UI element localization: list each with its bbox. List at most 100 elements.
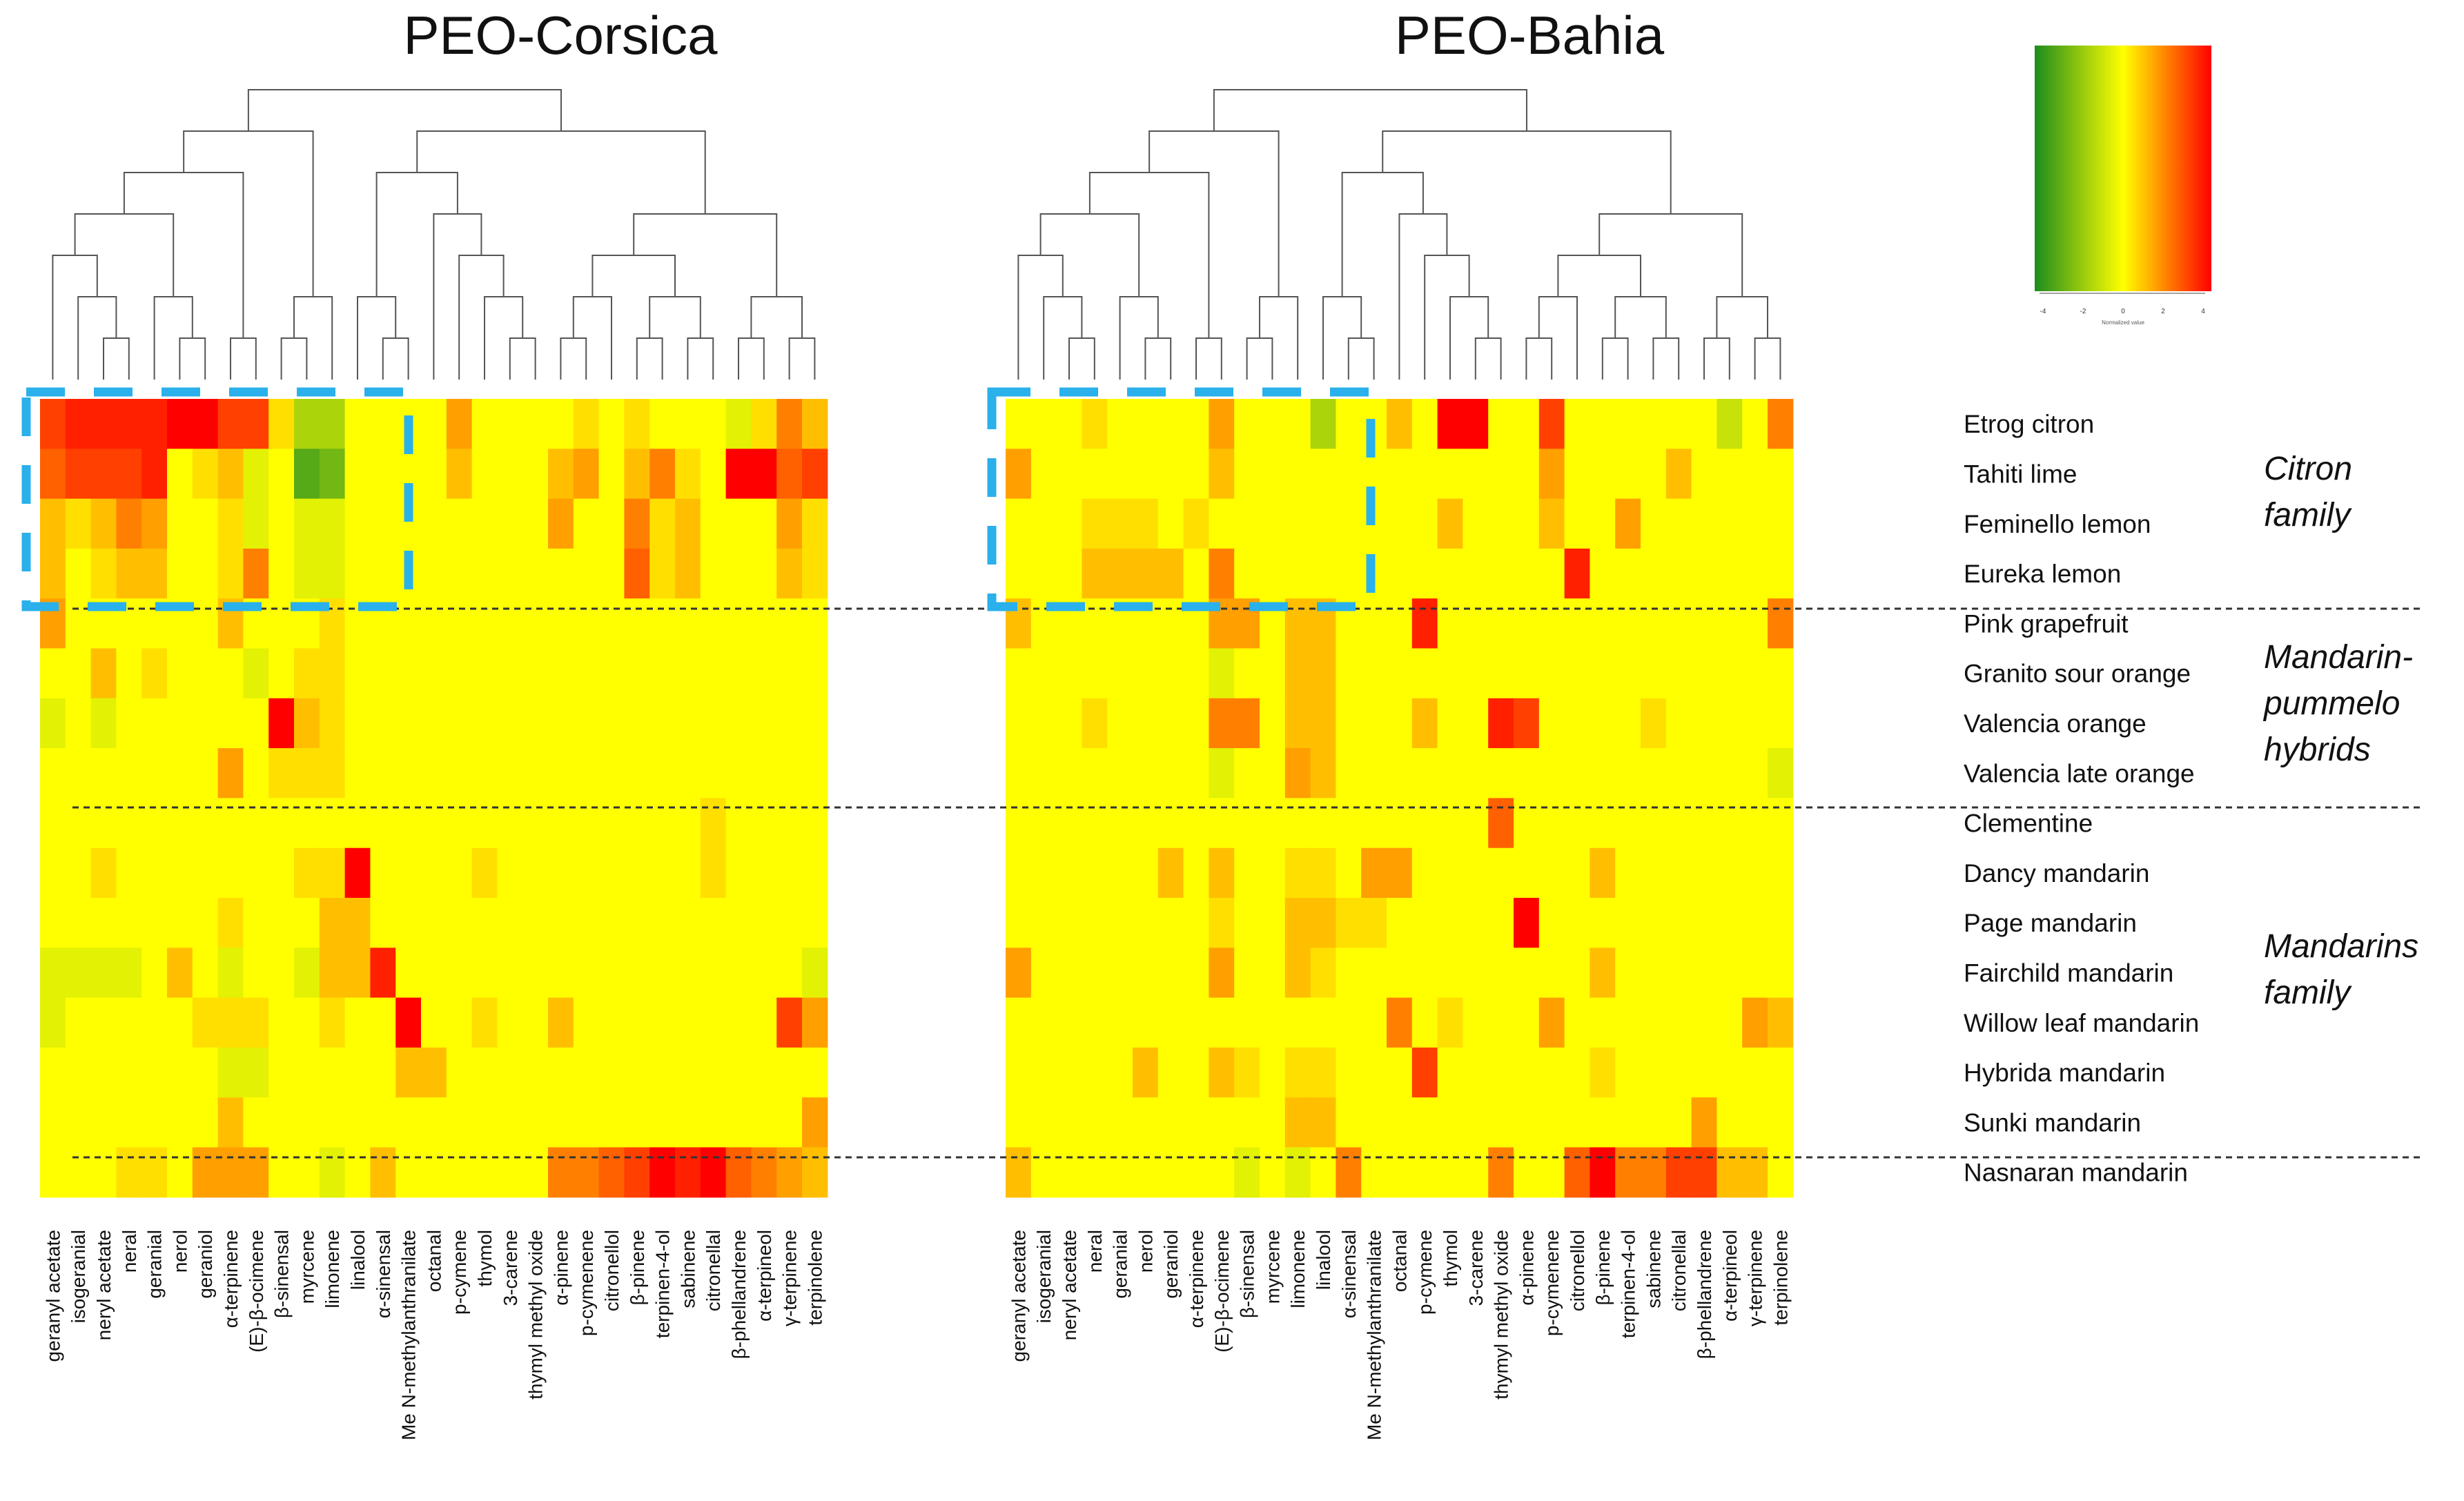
heatmap-cell-bahia-r5-c17	[1437, 648, 1463, 699]
heatmap-cell-bahia-r12-c28	[1717, 997, 1743, 1048]
dendrogram-branch-bahia-23	[1557, 255, 1641, 297]
heatmap-cell-bahia-r15-c2	[1056, 1147, 1082, 1198]
heatmap-cell-corsica-r6-c22	[598, 698, 625, 749]
heatmap-cell-bahia-r11-c28	[1717, 948, 1743, 999]
heatmap-cell-corsica-r8-c15	[421, 798, 447, 849]
heatmap-cell-corsica-r10-c7	[217, 898, 244, 948]
heatmap-cell-corsica-r3-c1	[65, 548, 92, 599]
heatmap-cell-bahia-r3-c18	[1463, 548, 1489, 599]
heatmap-cell-corsica-r2-c5	[167, 498, 193, 549]
heatmap-cell-corsica-r15-c11	[319, 1147, 346, 1198]
heatmap-cell-corsica-r14-c30	[802, 1097, 828, 1148]
heatmap-cell-corsica-r1-c12	[344, 449, 371, 500]
heatmap-cell-bahia-r2-c20	[1514, 498, 1540, 549]
heatmap-cell-bahia-r6-c1	[1030, 698, 1057, 749]
heatmap-cell-corsica-r2-c3	[116, 498, 142, 549]
row-labels: Etrog citron Tahiti lime Feminello lemon Eu…	[1964, 410, 2199, 1187]
heatmap-cell-corsica-r2-c15	[421, 498, 447, 549]
dendrogram-branch-bahia-16	[1398, 213, 1448, 380]
heatmap-cell-corsica-r14-c13	[370, 1097, 396, 1148]
heatmap-cell-bahia-r7-c12	[1310, 748, 1336, 798]
heatmap-cell-bahia-r11-c27	[1691, 948, 1717, 999]
heatmap-cell-corsica-r0-c13	[370, 399, 396, 449]
heatmap-cell-bahia-r2-c18	[1463, 498, 1489, 549]
column-label-bahia-21: p-cymenene	[1541, 1230, 1563, 1336]
heatmap-cell-corsica-r7-c10	[294, 748, 320, 798]
heatmap-cell-bahia-r0-c25	[1641, 399, 1667, 449]
heatmap-cell-corsica-r12-c18	[497, 997, 523, 1048]
heatmap-cell-corsica-r10-c3	[116, 898, 142, 948]
heatmap-cell-bahia-r6-c13	[1336, 698, 1362, 749]
heatmap-cell-corsica-r0-c16	[446, 399, 473, 449]
heatmap-cell-bahia-r11-c23	[1590, 948, 1616, 999]
heatmap-cell-corsica-r8-c22	[598, 798, 625, 849]
heatmap-cell-corsica-r14-c25	[675, 1097, 701, 1148]
heatmap-cell-corsica-r0-c29	[776, 399, 803, 449]
heatmap-cell-bahia-r0-c23	[1590, 399, 1616, 449]
heatmap-cell-corsica-r6-c0	[40, 698, 66, 749]
heatmap-cell-corsica-r0-c5	[167, 399, 193, 449]
heatmap-cell-corsica-r7-c15	[421, 748, 447, 798]
heatmap-cell-bahia-r6-c24	[1615, 698, 1641, 749]
heatmap-cell-bahia-r0-c8	[1209, 399, 1235, 449]
column-label-bahia-28: α-terpineol	[1719, 1230, 1741, 1322]
heatmap-cell-bahia-r4-c22	[1564, 598, 1590, 649]
heatmap-cell-bahia-r2-c4	[1107, 498, 1133, 549]
column-label-bahia-29: γ-terpinene	[1745, 1230, 1766, 1326]
heatmap-cell-corsica-r15-c6	[192, 1147, 219, 1198]
heatmap-cell-bahia-r8-c20	[1514, 798, 1540, 849]
heatmap-cell-bahia-r13-c14	[1361, 1047, 1387, 1098]
heatmap-cell-bahia-r5-c14	[1361, 648, 1387, 699]
row-label-0: Etrog citron	[1964, 410, 2094, 438]
heatmap-cell-bahia-r2-c13	[1336, 498, 1362, 549]
heatmap-cell-corsica-r1-c17	[471, 449, 498, 500]
heatmap-cell-bahia-r2-c8	[1209, 498, 1235, 549]
heatmap-cell-bahia-r9-c3	[1082, 847, 1108, 899]
heatmap-cell-bahia-r3-c25	[1641, 548, 1667, 599]
heatmap-cell-corsica-r4-c16	[446, 598, 473, 649]
heatmap-cell-bahia-r7-c19	[1488, 748, 1514, 798]
heatmap-cell-corsica-r15-c22	[598, 1147, 625, 1198]
heatmap-cell-bahia-r3-c19	[1488, 548, 1514, 599]
heatmap-cell-corsica-r2-c8	[243, 498, 269, 549]
heatmap-cell-bahia-r7-c1	[1030, 748, 1057, 798]
heatmap-cell-corsica-r2-c0	[40, 498, 66, 549]
heatmap-cell-bahia-r15-c3	[1082, 1147, 1108, 1198]
heatmap-cell-bahia-r15-c17	[1437, 1147, 1463, 1198]
heatmap-cell-corsica-r9-c18	[497, 847, 523, 899]
heatmap-cell-bahia-r8-c9	[1234, 798, 1260, 849]
heatmap-cell-corsica-r10-c21	[573, 898, 600, 948]
heatmap-cell-corsica-r10-c22	[598, 898, 625, 948]
heatmap-cell-corsica-r9-c2	[90, 847, 117, 899]
heatmap-cell-corsica-r11-c6	[192, 948, 219, 999]
heatmap-cell-bahia-r13-c10	[1260, 1047, 1286, 1098]
heatmap-cell-bahia-r3-c28	[1717, 548, 1743, 599]
heatmap-cell-bahia-r3-c15	[1387, 548, 1413, 599]
heatmap-cell-corsica-r7-c0	[40, 748, 66, 798]
heatmap-cell-bahia-r14-c17	[1437, 1097, 1463, 1148]
heatmap-cell-bahia-r12-c11	[1284, 997, 1311, 1048]
heatmap-cell-bahia-r11-c12	[1310, 948, 1336, 999]
heatmap-cell-bahia-r12-c27	[1691, 997, 1717, 1048]
heatmap-cell-bahia-r0-c11	[1284, 399, 1311, 449]
heatmap-cell-corsica-r3-c27	[725, 548, 752, 599]
column-label-corsica-30: terpinolene	[804, 1230, 825, 1326]
heatmap-cell-corsica-r5-c14	[395, 648, 422, 699]
heatmap-cell-corsica-r5-c18	[497, 648, 523, 699]
dendrogram-branch-corsica-26	[750, 296, 803, 338]
heatmap-cell-bahia-r9-c29	[1742, 847, 1768, 899]
heatmap-cell-bahia-r2-c12	[1310, 498, 1336, 549]
heatmap-cell-corsica-r2-c2	[90, 498, 117, 549]
heatmap-cell-bahia-r9-c25	[1641, 847, 1667, 899]
heatmap-cell-corsica-r4-c27	[725, 598, 752, 649]
heatmap-cell-corsica-r15-c14	[395, 1147, 422, 1198]
heatmap-cell-bahia-r12-c29	[1742, 997, 1768, 1048]
dendrogram-branch-bahia-20	[1601, 337, 1629, 380]
heatmap-cell-bahia-r1-c17	[1437, 449, 1463, 500]
heatmap-cell-corsica-r5-c19	[522, 648, 549, 699]
heatmap-cell-corsica-r10-c17	[471, 898, 498, 948]
dendrogram-branch-bahia-6	[1195, 337, 1222, 380]
heatmap-cell-bahia-r10-c0	[1006, 898, 1032, 948]
heatmap-cell-corsica-r8-c19	[522, 798, 549, 849]
heatmap-cell-corsica-r2-c16	[446, 498, 473, 549]
